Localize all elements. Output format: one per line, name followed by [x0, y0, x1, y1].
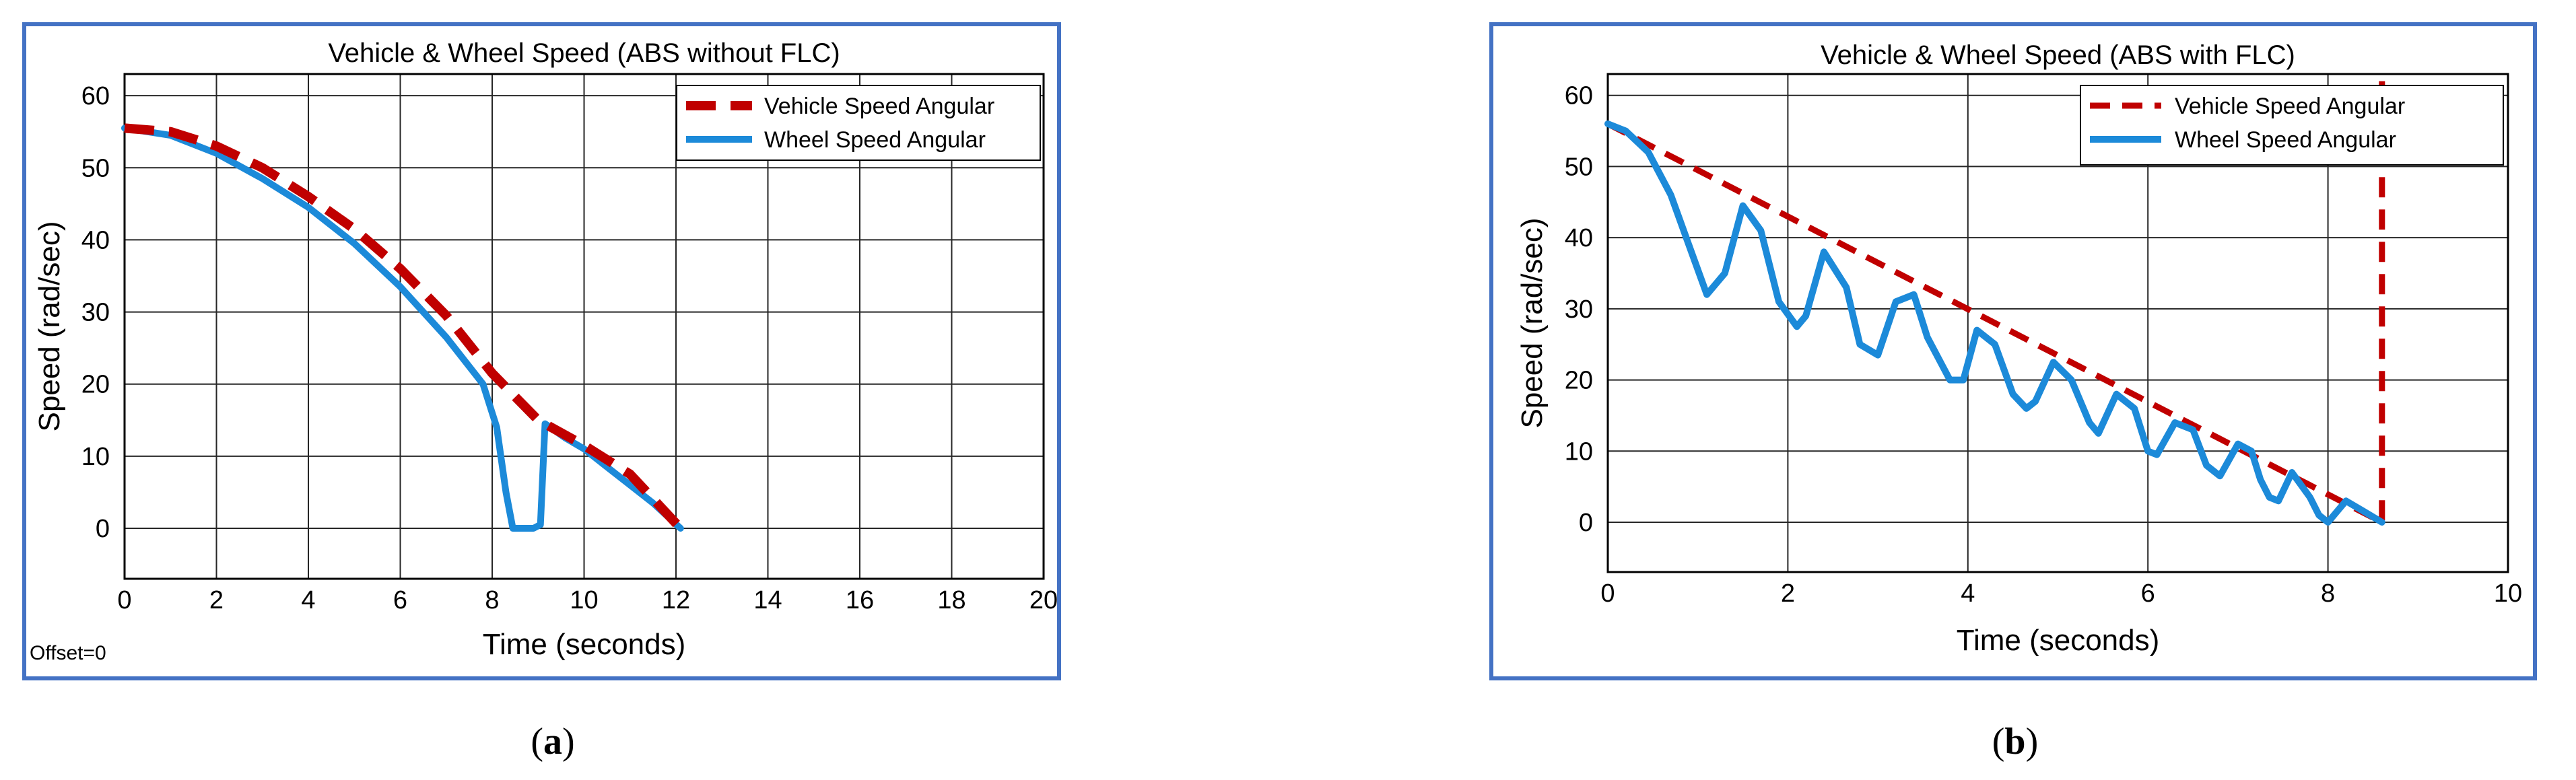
chart-title: Vehicle & Wheel Speed (ABS without FLC)	[328, 38, 840, 68]
axes-box	[123, 73, 1045, 580]
legend-box	[676, 85, 1041, 161]
legend-box	[2080, 85, 2504, 166]
offset-label: Offset=0	[30, 642, 106, 664]
x-axis-label: Time (seconds)	[483, 628, 686, 661]
x-tick-label: 0	[1600, 579, 1615, 608]
legend-label: Wheel Speed Angular	[2175, 127, 2396, 153]
y-tick-label: 30	[1565, 295, 1593, 324]
x-tick-label: 12	[662, 586, 690, 614]
caption-letter: b	[2004, 721, 2025, 763]
x-tick-label: 2	[1781, 579, 1795, 608]
x-tick-label: 10	[2494, 579, 2522, 608]
x-axis-label: Time (seconds)	[1957, 624, 2160, 657]
x-tick-label: 10	[570, 586, 598, 614]
caption-open-paren: (	[1992, 721, 2005, 763]
y-tick-label: 0	[96, 515, 110, 543]
y-tick-label: 60	[1565, 82, 1593, 110]
y-tick-label: 10	[81, 443, 110, 471]
panel-caption: (a)	[531, 721, 574, 763]
y-tick-label: 20	[81, 371, 110, 399]
vehicle-speed-line	[124, 123, 684, 532]
wheel-speed-line	[1604, 120, 2385, 526]
x-tick-label: 4	[1961, 579, 1975, 608]
y-tick-label: 40	[1565, 224, 1593, 252]
vehicle-speed-line	[1606, 81, 2385, 526]
panel-frame	[1489, 22, 2537, 680]
x-tick-label: 8	[2321, 579, 2335, 608]
y-tick-label: 60	[81, 82, 110, 110]
y-tick-label: 50	[81, 154, 110, 182]
panel-frame	[22, 22, 1061, 680]
x-tick-label: 18	[937, 586, 965, 614]
y-tick-label: 10	[1565, 437, 1593, 466]
y-tick-label: 50	[1565, 153, 1593, 181]
x-tick-label: 16	[846, 586, 874, 614]
chart-title: Vehicle & Wheel Speed (ABS with FLC)	[1821, 40, 2295, 70]
y-tick-label: 0	[1579, 509, 1593, 537]
x-tick-label: 14	[753, 586, 782, 614]
caption-close-paren: )	[2026, 721, 2039, 763]
x-tick-label: 6	[2141, 579, 2155, 608]
legend-label: Wheel Speed Angular	[764, 127, 986, 153]
y-axis-label: Speed (rad/sec)	[33, 221, 66, 431]
x-tick-label: 0	[117, 586, 131, 614]
x-tick-label: 20	[1029, 586, 1058, 614]
legend-label: Vehicle Speed Angular	[764, 94, 994, 119]
y-tick-label: 40	[81, 226, 110, 254]
axes-box	[1606, 73, 2509, 573]
x-tick-label: 8	[485, 586, 499, 614]
panel-b: 0 2 4 6 8 10 0 10 20 30 40 50 60 Vehicle Speed Angula…	[1489, 22, 2537, 763]
caption-open-paren: (	[531, 721, 543, 763]
panel-caption: (b)	[1992, 721, 2038, 763]
caption-close-paren: )	[562, 721, 575, 763]
y-tick-label: 30	[81, 299, 110, 327]
caption-letter: a	[543, 721, 562, 763]
x-tick-label: 2	[209, 586, 224, 614]
x-tick-label: 6	[393, 586, 407, 614]
legend-label: Vehicle Speed Angular	[2175, 94, 2405, 119]
y-axis-label: Speed (rad/sec)	[1516, 217, 1549, 428]
y-tick-label: 20	[1565, 367, 1593, 395]
panel-a: 0 2 4 6 8 10 12 14 16 18 20 0 10 20 30 40 50 60 Vehicle Sp…	[22, 22, 1061, 763]
x-tick-label: 4	[301, 586, 315, 614]
